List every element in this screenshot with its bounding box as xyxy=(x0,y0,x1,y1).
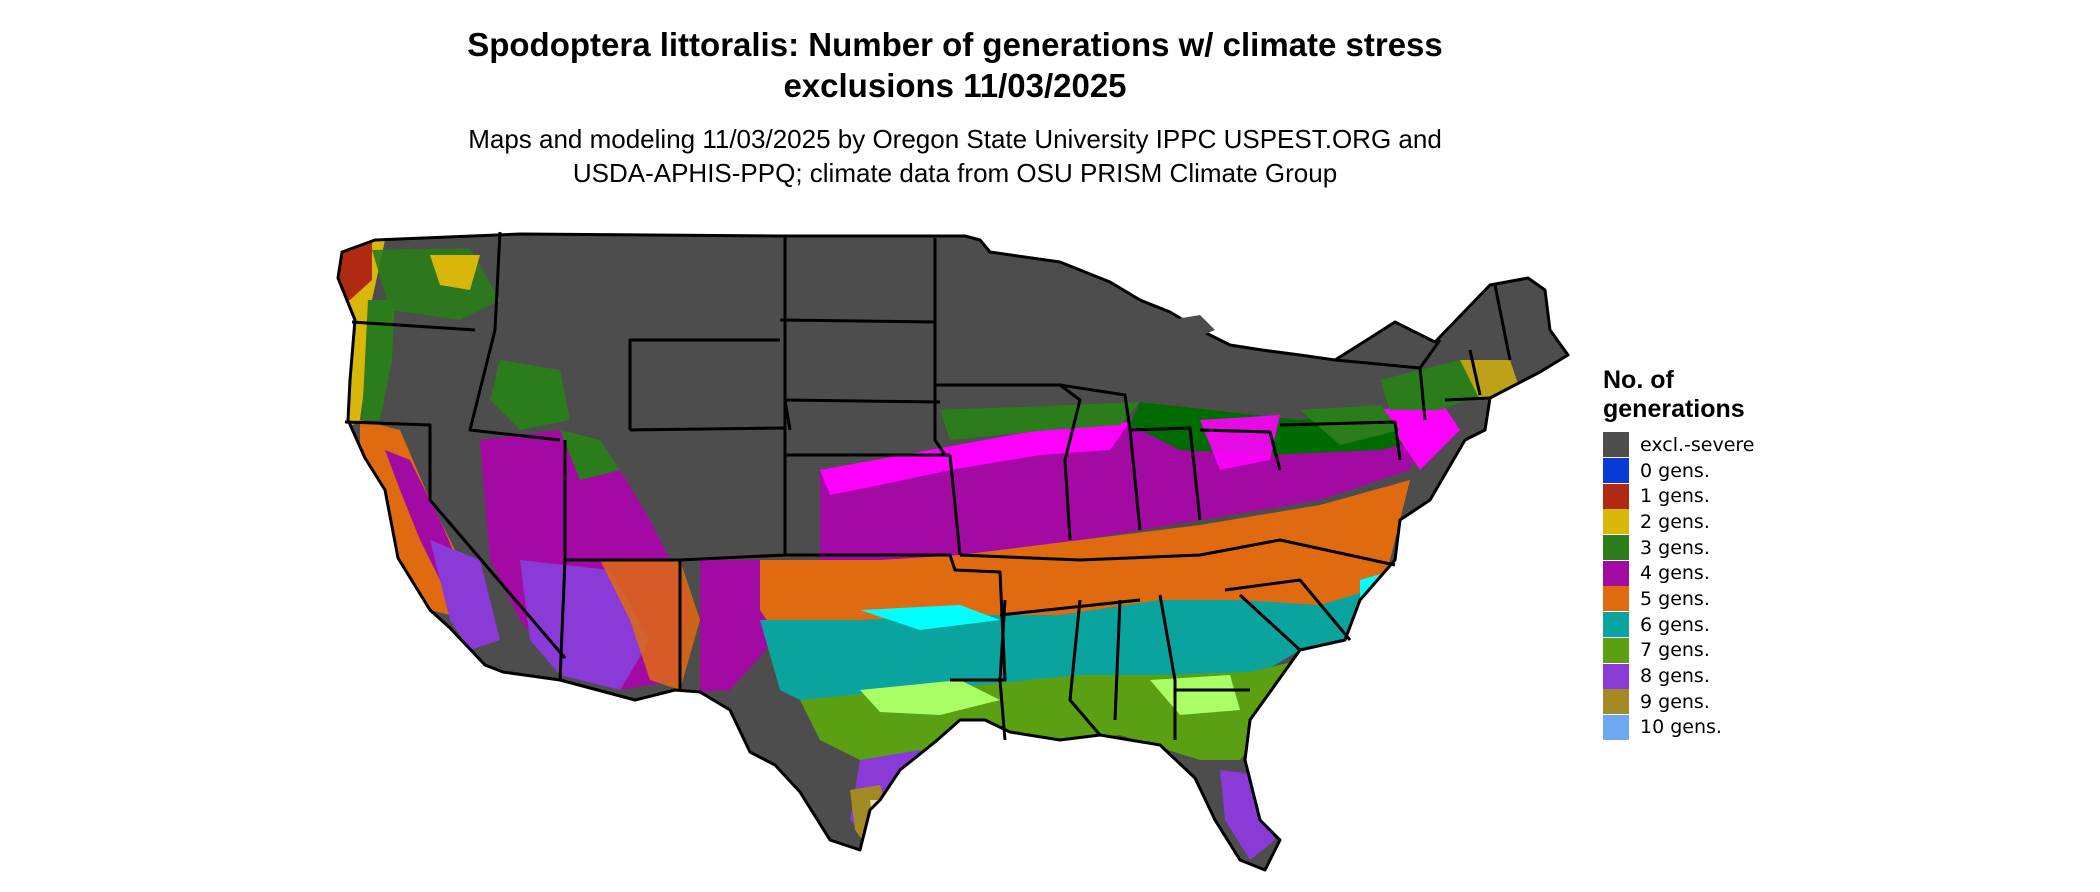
legend-swatch xyxy=(1603,509,1629,535)
map-subtitle: Maps and modeling 11/03/2025 by Oregon S… xyxy=(0,122,1910,190)
legend-item: 7 gens. xyxy=(1603,637,1755,664)
map-subtitle-line1: Maps and modeling 11/03/2025 by Oregon S… xyxy=(468,124,1442,154)
legend-items: excl.-severe 0 gens. 1 gens. 2 gens. 3 gens.… xyxy=(1603,432,1755,740)
legend-label: 2 gens. xyxy=(1640,510,1710,533)
legend-swatch xyxy=(1603,714,1629,740)
legend-label: 9 gens. xyxy=(1640,690,1710,713)
legend-item: 5 gens. xyxy=(1603,586,1755,612)
map-title-line1: Spodoptera littoralis: Number of generat… xyxy=(467,26,1443,63)
legend-label: 3 gens. xyxy=(1640,536,1710,559)
map-title: Spodoptera littoralis: Number of generat… xyxy=(0,24,1910,106)
legend-swatch xyxy=(1603,612,1629,638)
legend-item: 4 gens. xyxy=(1603,560,1755,586)
legend-title-line2: generations xyxy=(1603,395,1745,423)
legend-title-line1: No. of xyxy=(1603,366,1674,394)
legend-item: excl.-severe xyxy=(1603,432,1755,458)
legend-label: 10 gens. xyxy=(1640,716,1722,739)
legend: No. of generations excl.-severe 0 gens. 1 … xyxy=(1603,366,1755,740)
map-subtitle-line2: USDA-APHIS-PPQ; climate data from OSU PR… xyxy=(572,158,1338,188)
legend-label: 8 gens. xyxy=(1640,665,1710,688)
legend-swatch xyxy=(1603,689,1629,715)
legend-swatch xyxy=(1603,432,1629,458)
legend-swatch xyxy=(1603,637,1629,663)
legend-item: 2 gens. xyxy=(1603,509,1755,535)
legend-item: 3 gens. xyxy=(1603,535,1755,561)
legend-item: 10 gens. xyxy=(1603,714,1755,741)
legend-swatch xyxy=(1603,483,1629,509)
state-boundaries xyxy=(336,231,1570,872)
legend-title: No. of generations xyxy=(1603,366,1755,424)
legend-label: 1 gens. xyxy=(1640,485,1710,508)
great-lakes-islands xyxy=(1130,315,1215,345)
legend-label: 5 gens. xyxy=(1640,587,1710,610)
legend-item: 0 gens. xyxy=(1603,458,1755,484)
legend-label: 6 gens. xyxy=(1640,613,1710,636)
legend-swatch xyxy=(1603,535,1629,561)
legend-label: 0 gens. xyxy=(1640,459,1710,482)
map-title-line2: exclusions 11/03/2025 xyxy=(783,67,1127,104)
legend-swatch xyxy=(1603,586,1629,612)
legend-label: 7 gens. xyxy=(1640,639,1710,662)
legend-swatch xyxy=(1603,560,1629,586)
legend-label: 4 gens. xyxy=(1640,562,1710,585)
legend-item: 8 gens. xyxy=(1603,663,1755,689)
legend-item: 6 gens. xyxy=(1603,612,1755,638)
legend-item: 1 gens. xyxy=(1603,483,1755,509)
us-generations-map xyxy=(336,231,1570,872)
legend-label: excl.-severe xyxy=(1640,433,1755,456)
legend-swatch xyxy=(1603,663,1629,689)
legend-swatch xyxy=(1603,458,1629,484)
legend-item: 9 gens. xyxy=(1603,689,1755,715)
